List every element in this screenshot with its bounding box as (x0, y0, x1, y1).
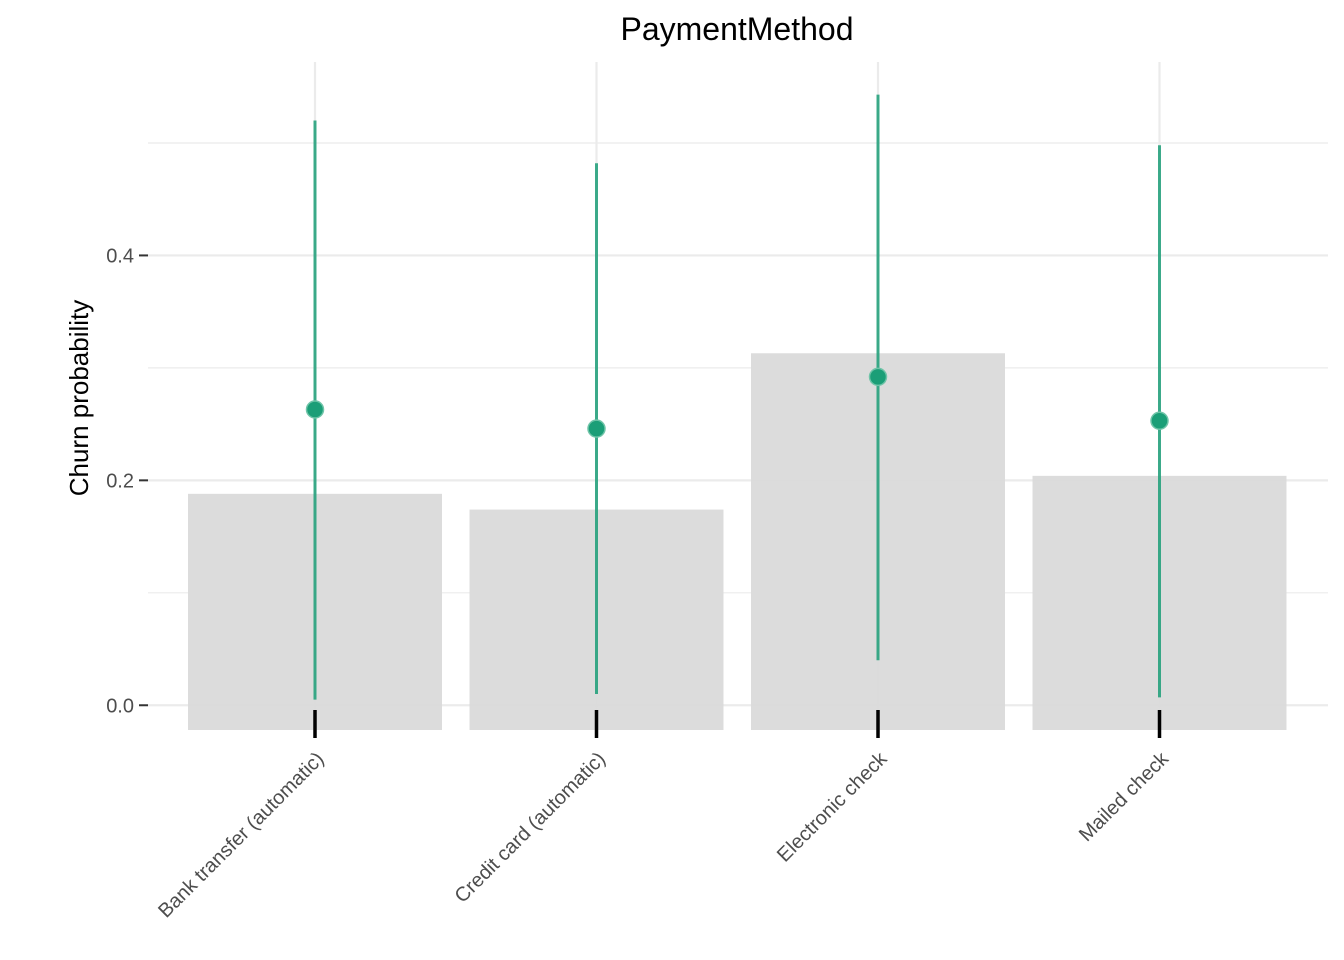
point-layer (305, 367, 1169, 438)
x-tick-label: Bank transfer (automatic) (154, 748, 328, 922)
x-tick-label: Credit card (automatic) (451, 748, 610, 907)
point-estimate (587, 419, 606, 438)
x-tick-label: Electronic check (773, 747, 892, 866)
point-estimate (868, 367, 888, 387)
chart-title: PaymentMethod (620, 11, 853, 47)
y-tick-label: 0.0 (106, 695, 134, 717)
bar-layer (188, 353, 1287, 730)
point-estimate (305, 400, 325, 419)
y-tick-label: 0.4 (106, 245, 134, 267)
x-tick-label: Mailed check (1075, 747, 1174, 846)
y-axis-label: Churn probability (64, 300, 94, 497)
point-estimate (1150, 411, 1169, 430)
y-tick-label: 0.2 (106, 470, 134, 492)
